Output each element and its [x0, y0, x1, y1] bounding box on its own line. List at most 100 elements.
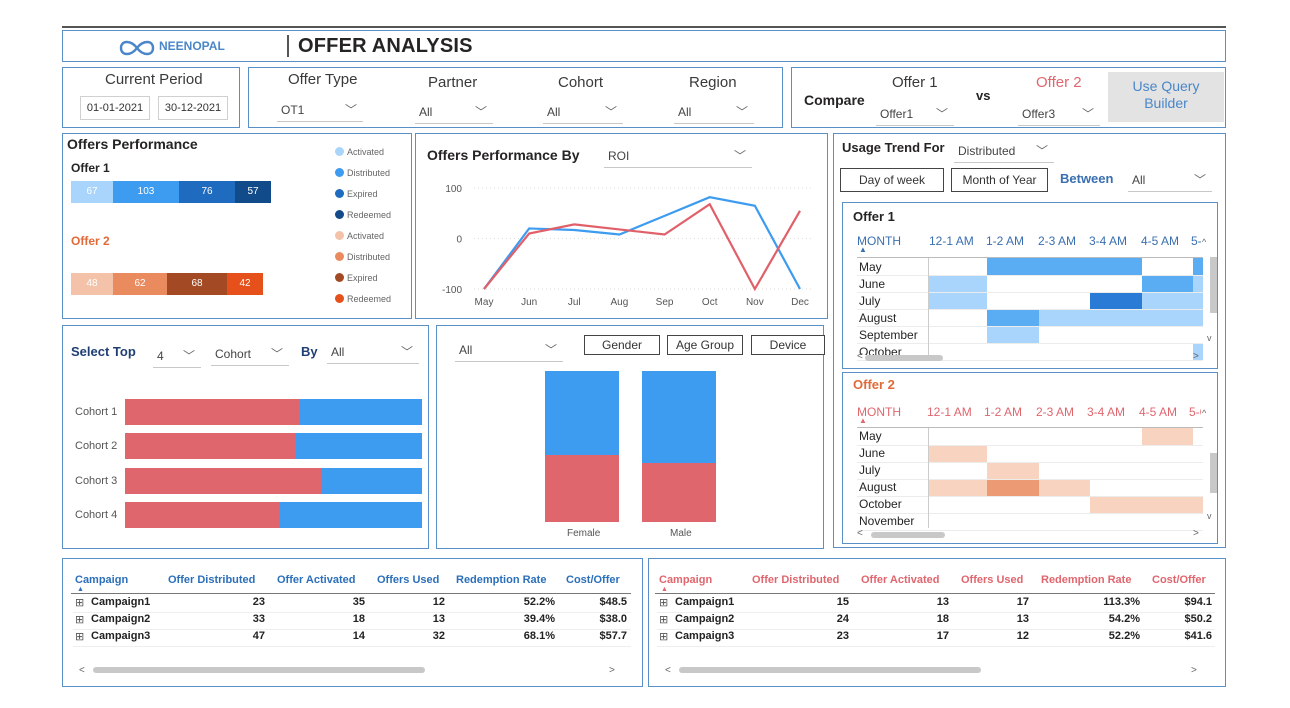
- col-header-campaign[interactable]: Campaign: [75, 574, 129, 586]
- month-column-header[interactable]: MONTH: [857, 234, 901, 248]
- by-select[interactable]: All ﹀: [327, 340, 419, 364]
- heatmap-header-rule: [857, 427, 1203, 428]
- heatmap-cell: [987, 326, 1039, 343]
- scroll-up-icon[interactable]: ^: [1202, 237, 1207, 247]
- horizontal-scrollbar[interactable]: [871, 532, 945, 538]
- expand-icon[interactable]: ⊞: [75, 631, 85, 643]
- scroll-down-icon[interactable]: v: [1207, 511, 1212, 521]
- expand-icon[interactable]: ⊞: [659, 597, 669, 609]
- col-header-offers-used[interactable]: Offers Used: [377, 574, 440, 586]
- cohort-row-label: Cohort 4: [75, 509, 118, 521]
- campaign-name-cell[interactable]: Campaign1: [91, 596, 151, 608]
- horizontal-scrollbar[interactable]: [679, 667, 981, 673]
- scroll-down-icon[interactable]: v: [1207, 333, 1212, 343]
- hour-header: 4-5 AM: [1141, 234, 1180, 248]
- use-query-builder-button[interactable]: Use Query Builder: [1108, 72, 1224, 122]
- col-header-redemption-rate[interactable]: Redemption Rate: [456, 574, 547, 586]
- col-header-offer-activated[interactable]: Offer Activated: [277, 574, 356, 586]
- region-select[interactable]: All ﹀: [674, 100, 754, 124]
- perf-by-metric-value: ROI: [608, 149, 630, 163]
- hour-header: 2-3 AM: [1038, 234, 1077, 248]
- date-to-input[interactable]: 30-12-2021: [158, 96, 228, 120]
- legend-item: Distributed: [335, 168, 390, 178]
- legend-item: Activated: [335, 147, 384, 157]
- vertical-scrollbar[interactable]: [1210, 453, 1217, 493]
- heatmap-cell: [929, 292, 987, 309]
- scroll-right-icon[interactable]: >: [609, 665, 615, 676]
- heatmap-cell: [1090, 496, 1142, 513]
- campaign-name-cell[interactable]: Campaign1: [675, 596, 735, 608]
- offer1-select[interactable]: Offer1 ﹀: [876, 102, 954, 126]
- scroll-up-icon[interactable]: ^: [1202, 408, 1207, 418]
- expand-icon[interactable]: ⊞: [659, 614, 669, 626]
- cohort-select[interactable]: All ﹀: [543, 100, 623, 124]
- col-header-offer-distributed[interactable]: Offer Distributed: [168, 574, 256, 586]
- month-column-header[interactable]: MONTH: [857, 405, 901, 419]
- top-n-select[interactable]: 4 ﹀: [153, 344, 201, 368]
- horizontal-scrollbar[interactable]: [93, 667, 425, 673]
- usage-metric-value: Distributed: [958, 144, 1016, 158]
- month-row-label: October: [859, 497, 902, 511]
- date-from-input[interactable]: 01-01-2021: [80, 96, 150, 120]
- expand-icon[interactable]: ⊞: [75, 614, 85, 626]
- month-of-year-button[interactable]: Month of Year: [951, 168, 1048, 192]
- table-value-cell: 33: [252, 613, 265, 625]
- by-label: By: [301, 344, 318, 359]
- campaign-name-cell[interactable]: Campaign3: [675, 630, 735, 642]
- cohort1-blue-bar: [300, 399, 422, 425]
- vertical-scrollbar[interactable]: [1210, 257, 1217, 313]
- campaign-name-cell[interactable]: Campaign2: [91, 613, 151, 625]
- cohort-row-label: Cohort 3: [75, 475, 118, 487]
- offer2-heatmap-panel: Offer 2 MONTH ▲ 12-1 AM 1-2 AM 2-3 AM 3-…: [842, 372, 1218, 544]
- col-header-offers-used[interactable]: Offers Used: [961, 574, 1024, 586]
- demographic-filter-select[interactable]: All ﹀: [455, 338, 563, 362]
- tab-device[interactable]: Device: [751, 335, 825, 355]
- campaign-name-cell[interactable]: Campaign2: [675, 613, 735, 625]
- tab-age-group[interactable]: Age Group: [667, 335, 743, 355]
- table-value-cell: 12: [1016, 630, 1029, 642]
- horizontal-scrollbar[interactable]: [865, 355, 943, 361]
- partner-select[interactable]: All ﹀: [415, 100, 493, 124]
- day-of-week-button[interactable]: Day of week: [840, 168, 944, 192]
- dimension-select[interactable]: Cohort ﹀: [211, 342, 289, 366]
- chevron-down-icon: ﹀: [182, 349, 195, 363]
- x-tick-label: Jun: [521, 297, 537, 308]
- scroll-left-icon[interactable]: <: [857, 528, 863, 539]
- table-value-cell: 32: [432, 630, 445, 642]
- col-header-cost-per-offer[interactable]: Cost/Offer: [566, 574, 620, 586]
- campaign-name-cell[interactable]: Campaign3: [91, 630, 151, 642]
- tab-gender[interactable]: Gender: [584, 335, 660, 355]
- cohort1-red-bar: [125, 399, 300, 425]
- scroll-right-icon[interactable]: >: [1193, 351, 1199, 362]
- scroll-right-icon[interactable]: >: [1191, 665, 1197, 676]
- heatmap-cell: [1142, 428, 1193, 445]
- scroll-left-icon[interactable]: <: [79, 665, 85, 676]
- scroll-left-icon[interactable]: <: [665, 665, 671, 676]
- chevron-down-icon: ﹀: [1035, 144, 1048, 158]
- col-header-offer-activated[interactable]: Offer Activated: [861, 574, 940, 586]
- col-header-campaign[interactable]: Campaign: [659, 574, 713, 586]
- col-header-cost-per-offer[interactable]: Cost/Offer: [1152, 574, 1206, 586]
- filters-panel: Offer Type OT1 ﹀ Partner All ﹀ Cohort All ﹀…: [248, 67, 783, 128]
- between-select[interactable]: All ﹀: [1128, 168, 1212, 192]
- expand-icon[interactable]: ⊞: [659, 631, 669, 643]
- heatmap-cell: [1142, 496, 1193, 513]
- offer2-select[interactable]: Offer3 ﹀: [1018, 102, 1100, 126]
- usage-metric-select[interactable]: Distributed ﹀: [954, 139, 1054, 163]
- col-header-offer-distributed[interactable]: Offer Distributed: [752, 574, 840, 586]
- series-line: [483, 196, 801, 290]
- scroll-left-icon[interactable]: <: [857, 351, 863, 362]
- table-value-cell: $94.1: [1184, 596, 1212, 608]
- col-header-redemption-rate[interactable]: Redemption Rate: [1041, 574, 1132, 586]
- month-row-label: August: [859, 311, 897, 325]
- sort-asc-icon: ▲: [859, 245, 867, 254]
- top-rule: [62, 26, 1226, 28]
- offer-type-select[interactable]: OT1 ﹀: [277, 98, 363, 122]
- partner-value: All: [419, 105, 433, 119]
- expand-icon[interactable]: ⊞: [75, 597, 85, 609]
- table-value-cell: 47: [252, 630, 265, 642]
- y-tick-label: -100: [442, 285, 462, 296]
- perf-by-metric-select[interactable]: ROI ﹀: [604, 144, 752, 168]
- scroll-right-icon[interactable]: >: [1193, 528, 1199, 539]
- heatmap-cell: [1039, 258, 1090, 275]
